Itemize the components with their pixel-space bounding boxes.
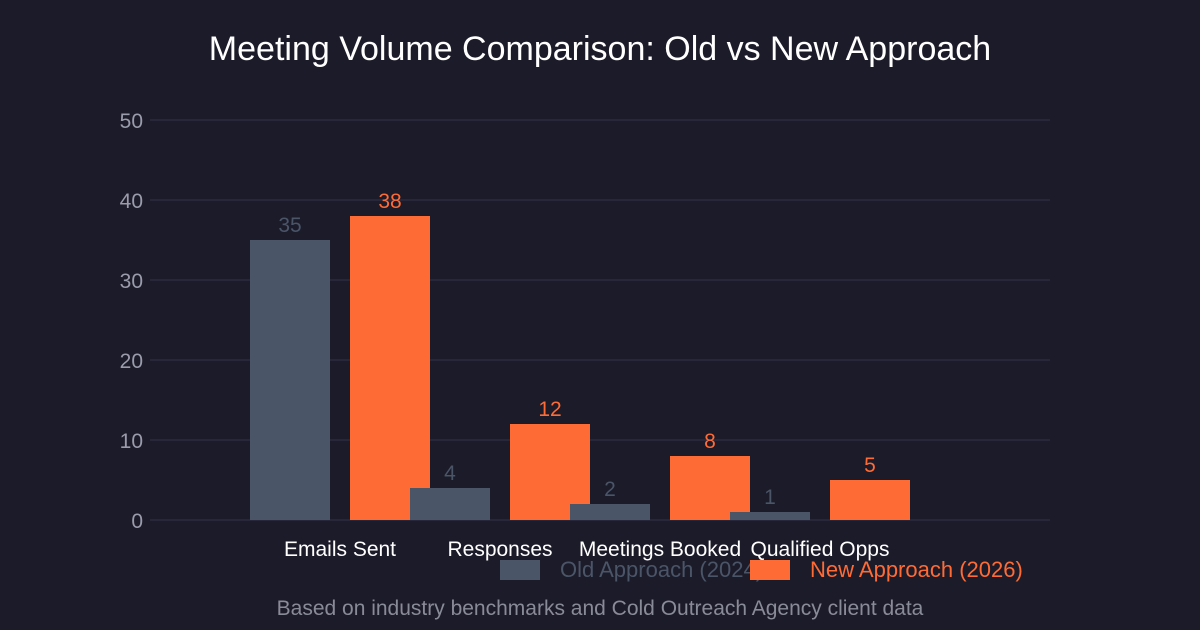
data-label: 38 [378, 190, 401, 213]
y-tick-label: 20 [120, 350, 143, 373]
legend-swatch-old [500, 560, 540, 580]
data-label: 12 [538, 398, 561, 421]
data-label: 8 [704, 430, 716, 453]
x-tick-label: Qualified Opps [751, 538, 890, 561]
data-label: 35 [278, 214, 301, 237]
x-axis-ticks: Emails Sent Responses Meetings Booked Quali… [284, 538, 889, 561]
bar-new-2 [670, 456, 750, 520]
legend-label-old: Old Approach (2024) [560, 557, 763, 582]
y-tick-label: 10 [120, 430, 143, 453]
bar-old-1 [410, 488, 490, 520]
legend-label-new: New Approach (2026) [810, 557, 1023, 582]
footer-note: Based on industry benchmarks and Cold Ou… [277, 597, 924, 620]
data-labels: 35 38 4 12 2 8 1 5 [278, 190, 876, 509]
x-tick-label: Emails Sent [284, 538, 396, 561]
data-label: 4 [444, 462, 456, 485]
bar-new-0 [350, 216, 430, 520]
y-tick-label: 40 [120, 190, 143, 213]
x-tick-label: Meetings Booked [579, 538, 741, 561]
y-tick-label: 30 [120, 270, 143, 293]
legend-swatch-new [750, 560, 790, 580]
legend: Old Approach (2024) New Approach (2026) [500, 557, 1023, 582]
bar-old-0 [250, 240, 330, 520]
chart-title: Meeting Volume Comparison: Old vs New Ap… [209, 30, 991, 68]
bar-old-2 [570, 504, 650, 520]
y-axis-ticks: 0 10 20 30 40 50 [120, 110, 143, 533]
bars [250, 216, 910, 520]
bar-old-3 [730, 512, 810, 520]
y-tick-label: 0 [131, 510, 143, 533]
bar-new-3 [830, 480, 910, 520]
data-label: 5 [864, 454, 876, 477]
y-tick-label: 50 [120, 110, 143, 133]
data-label: 1 [764, 486, 776, 509]
x-tick-label: Responses [447, 538, 552, 561]
data-label: 2 [604, 478, 616, 501]
